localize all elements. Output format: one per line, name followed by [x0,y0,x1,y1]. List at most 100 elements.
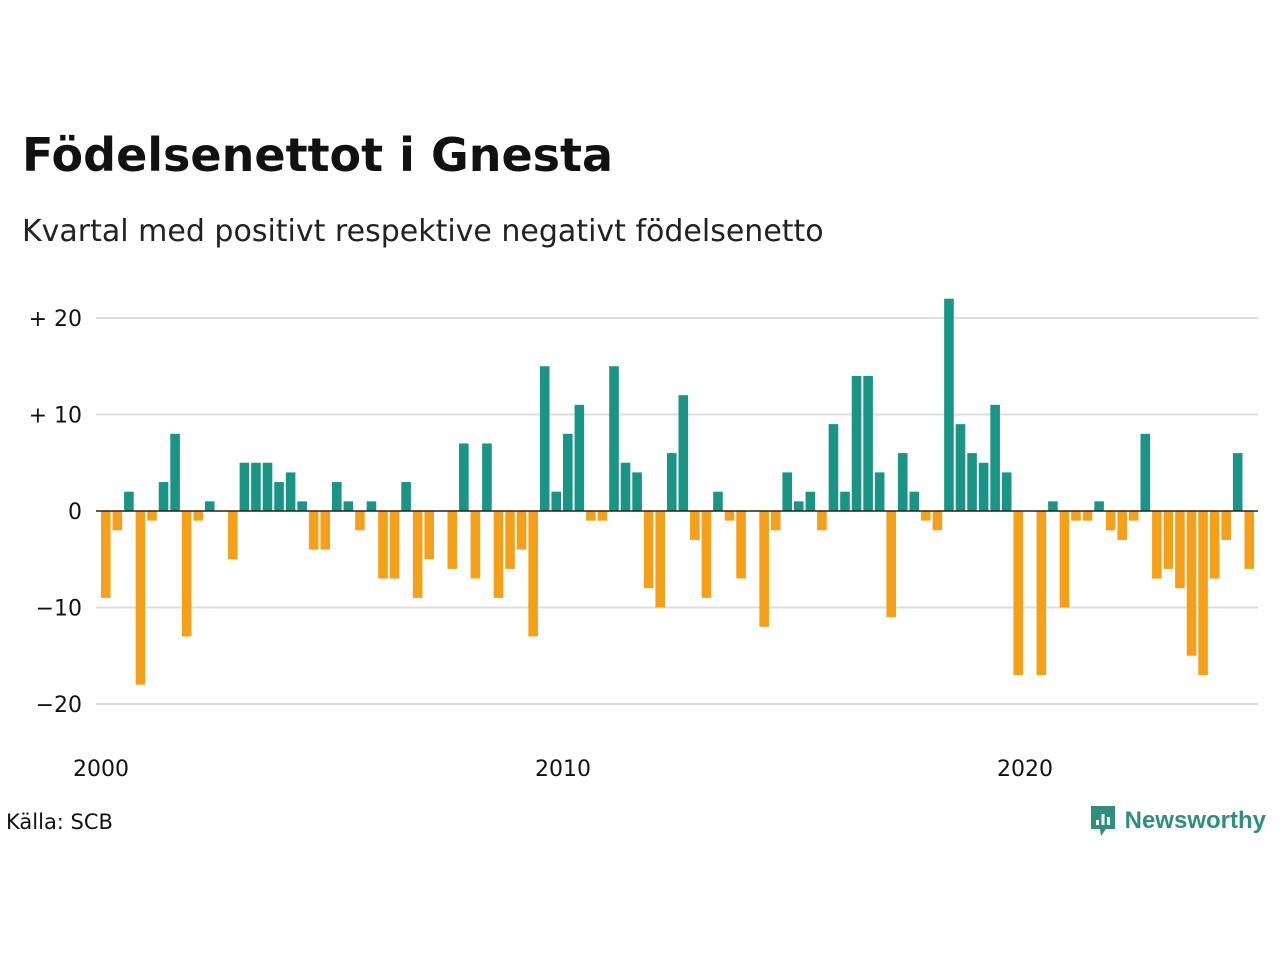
bar-positive [285,472,296,511]
bar-negative [447,511,458,569]
bar-positive [124,491,134,511]
bar-negative [412,511,423,598]
bar-positive [251,462,261,511]
bar-negative [516,511,527,550]
bar-positive [551,491,562,511]
x-tick-label: 2020 [997,757,1053,782]
bar-negative [1186,511,1197,656]
source-note: Källa: SCB [6,810,113,834]
bar-negative [770,511,781,531]
bar-negative [690,511,700,540]
x-tick-label: 2010 [535,757,591,782]
bar-negative [1071,511,1081,521]
bar-positive [1048,501,1058,511]
bar-negative [724,511,735,521]
bar-positive [1232,453,1243,511]
bar-negative [112,511,123,531]
bar-positive [401,482,411,511]
bar-negative [1117,511,1127,540]
bar-negative [1221,511,1231,540]
bar-negative [355,511,365,531]
bar-positive [482,443,492,511]
bar-positive [239,462,250,511]
bar-negative [921,511,931,521]
y-tick-label: + 20 [29,307,82,332]
y-tick-label: −10 [36,597,82,622]
bar-negative [1036,511,1047,676]
bar-positive [632,472,642,511]
bar-negative [470,511,481,579]
bar-positive [204,501,215,511]
bar-positive [794,501,804,511]
y-tick-label: −20 [36,693,82,718]
bar-negative [736,511,746,579]
bar-negative [1209,511,1220,579]
newsworthy-logo-icon [1090,806,1115,836]
bar-negative [1082,511,1093,521]
bar-negative [1059,511,1070,608]
x-axis-labels: 2000 2010 2020 [73,757,1053,782]
bar-positive [297,501,307,511]
bar-positive [343,501,354,511]
bar-positive [713,491,723,511]
bar-positive [828,424,839,511]
bar-negative [1152,511,1162,579]
bar-negative [181,511,192,637]
bar-negative [193,511,203,521]
bar-negative [1198,511,1208,676]
bar-positive [274,482,284,511]
bar-negative [643,511,654,589]
bar-negative [135,511,146,685]
bar-negative [320,511,331,550]
bar-positive [666,453,677,511]
bar-negative [1128,511,1139,521]
y-tick-label: + 10 [29,404,82,429]
bar-positive [955,424,966,511]
bar-positive [874,472,885,511]
y-axis-labels: + 20 + 10 0 −10 −20 [29,307,82,718]
bar-positive [840,491,850,511]
bar-positive [944,298,954,511]
bar-negative [228,511,238,560]
bar-negative [1175,511,1185,589]
bar-positive [574,404,585,511]
bar-positive [805,491,816,511]
chart-subtitle: Kvartal med positivt respektive negativt… [22,214,824,249]
bar-positive [967,453,977,511]
bar-negative [886,511,896,618]
brand-logo: Newsworthy [1089,804,1266,838]
bar-negative [759,511,769,627]
y-tick-label: 0 [68,500,82,525]
bar-positive [782,472,793,511]
bars [101,298,1255,685]
bar-positive [563,433,573,511]
chart-title: Födelsenettot i Gnesta [22,128,614,182]
bar-positive [170,433,180,511]
bar-negative [1244,511,1255,569]
x-tick-label: 2000 [73,757,129,782]
bar-negative [493,511,504,598]
bar-negative [147,511,157,521]
bar-positive [158,482,169,511]
bar-negative [505,511,515,569]
bar-positive [539,366,550,511]
bar-negative [1105,511,1116,531]
bar-positive [851,375,862,511]
bar-negative [1013,511,1024,676]
bar-negative [101,511,111,598]
bar-negative [817,511,827,531]
bar-negative [1163,511,1174,569]
bar-positive [620,462,631,511]
bar-positive [459,443,469,511]
bar-positive [1001,472,1012,511]
bar-positive [332,482,342,511]
bar-positive [909,491,920,511]
bar-positive [863,375,873,511]
bar-positive [609,366,619,511]
bar-positive [897,453,908,511]
bar-positive [366,501,377,511]
bar-negative [701,511,712,598]
bar-positive [1094,501,1104,511]
bar-positive [678,395,689,511]
